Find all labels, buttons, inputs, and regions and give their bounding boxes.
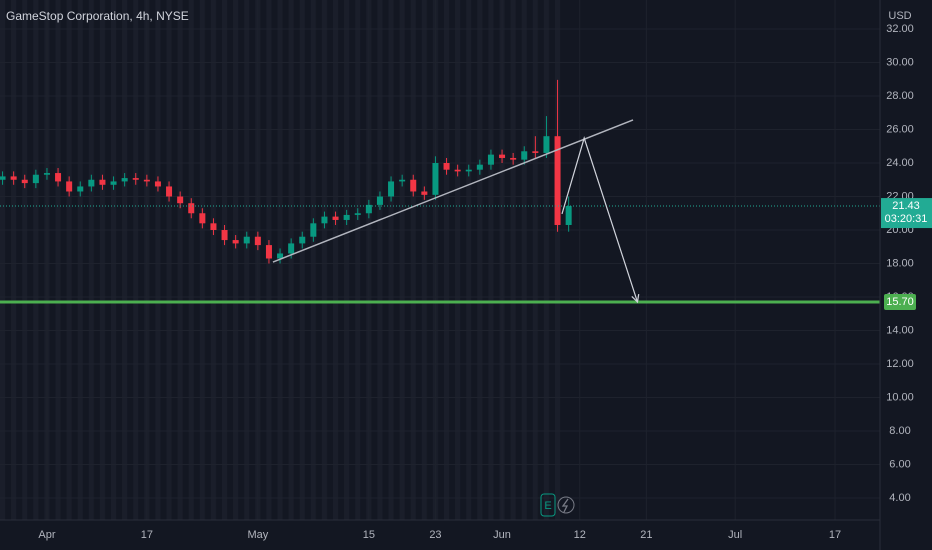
candle-body — [354, 213, 361, 215]
earnings-icon — [540, 493, 556, 517]
y-tick-label: 28.00 — [886, 90, 914, 102]
x-tick-label: 17 — [829, 529, 841, 541]
candle-body — [543, 136, 550, 153]
y-tick-label: 10.00 — [886, 391, 914, 403]
candle-body — [243, 236, 250, 244]
y-tick-label: 32.00 — [886, 23, 914, 35]
candle-body — [343, 214, 350, 220]
candle-body — [521, 151, 528, 160]
horizontal-line-label: 15.70 — [886, 296, 914, 308]
y-tick-label: 30.00 — [886, 56, 914, 68]
x-tick-label: 17 — [141, 529, 153, 541]
candle-body — [476, 164, 483, 170]
candle-body — [288, 243, 295, 254]
candle-body — [166, 186, 173, 197]
y-tick-label: 6.00 — [889, 458, 910, 470]
last-price-box — [881, 198, 932, 229]
candle-body — [410, 179, 417, 192]
candle-body — [21, 179, 28, 184]
x-tick-label: Apr — [38, 529, 55, 541]
countdown-label: 03:20:31 — [885, 213, 928, 225]
y-tick-label: 18.00 — [886, 257, 914, 269]
candle-body — [388, 181, 395, 197]
x-tick-label: Jul — [728, 529, 742, 541]
candle-body — [210, 223, 217, 231]
y-tick-label: 4.00 — [889, 492, 910, 504]
candle-body — [365, 204, 372, 214]
x-tick-label: Jun — [493, 529, 511, 541]
candle-body — [66, 181, 73, 192]
event-icons: E — [540, 493, 575, 517]
candle-body — [487, 154, 494, 165]
candle-body — [332, 216, 339, 220]
candle-body — [88, 179, 95, 187]
x-tick-label: May — [247, 529, 268, 541]
candle-body — [554, 136, 561, 225]
candle-body — [399, 179, 406, 182]
projection-arrow — [561, 136, 639, 303]
candle-body — [532, 151, 539, 153]
x-tick-label: 12 — [574, 529, 586, 541]
candle-body — [254, 236, 261, 246]
candle-body — [376, 196, 383, 205]
candle-body — [110, 181, 117, 185]
candle-body — [465, 169, 472, 172]
news-icon — [557, 496, 575, 514]
candle-body — [221, 230, 228, 241]
candle-body — [188, 203, 195, 214]
earnings-letter: E — [544, 500, 551, 512]
y-tick-label: 12.00 — [886, 358, 914, 370]
candle-body — [499, 154, 506, 158]
last-price-label: 21.43 — [892, 200, 920, 212]
candle-body — [10, 176, 17, 180]
horizontal-line-box — [884, 294, 916, 311]
session-shading — [0, 0, 565, 520]
candle-body — [432, 163, 439, 195]
candle-body — [199, 213, 206, 224]
candle-body — [565, 206, 572, 225]
trend-line — [272, 119, 634, 263]
candle-body — [299, 236, 306, 244]
candle-body — [99, 179, 106, 185]
candle-body — [143, 179, 150, 182]
candle-body — [43, 173, 50, 175]
y-tick-label: 24.00 — [886, 157, 914, 169]
candle-body — [310, 223, 317, 237]
x-tick-label: 21 — [640, 529, 652, 541]
candle-body — [510, 157, 517, 160]
candle-body — [55, 173, 62, 182]
arrow-head — [631, 294, 640, 304]
candle-body — [232, 240, 239, 244]
candle-body — [77, 186, 84, 192]
y-tick-label: 8.00 — [889, 425, 910, 437]
candle-body — [32, 174, 39, 184]
candle-body — [154, 181, 161, 187]
candle-body — [454, 169, 461, 172]
candle-body — [321, 216, 328, 224]
candle-body — [0, 176, 6, 180]
candle-body — [421, 191, 428, 195]
chart-title: GameStop Corporation, 4h, NYSE — [6, 9, 189, 23]
x-tick-label: 23 — [429, 529, 441, 541]
candle-body — [132, 178, 139, 180]
x-tick-label: 15 — [363, 529, 375, 541]
news-bolt — [561, 498, 569, 513]
y-tick-label: 14.00 — [886, 324, 914, 336]
candle-body — [177, 196, 184, 204]
currency-label: USD — [888, 10, 911, 22]
candle-body — [443, 163, 450, 170]
candle-body — [265, 245, 272, 259]
candle-body — [277, 253, 284, 259]
candle-body — [121, 178, 128, 182]
y-tick-label: 26.00 — [886, 123, 914, 135]
